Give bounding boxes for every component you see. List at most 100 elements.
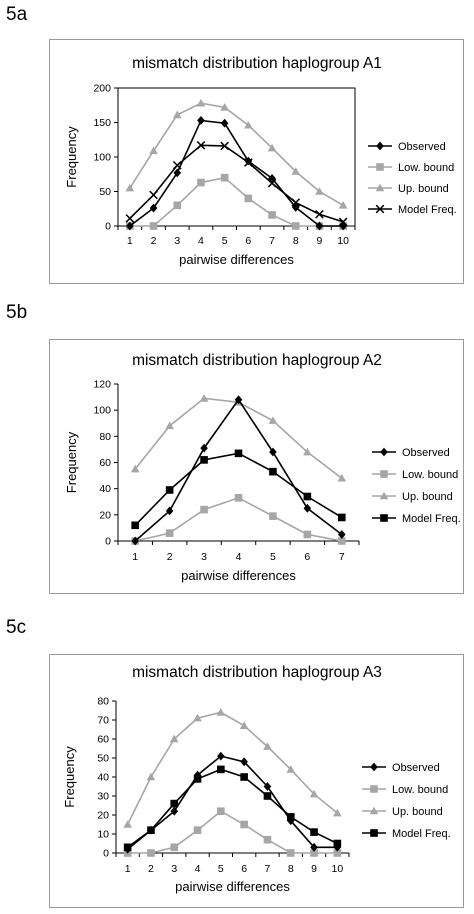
data-point-model-freq bbox=[234, 449, 243, 458]
data-point-observed bbox=[291, 202, 300, 212]
data-point-up-bound bbox=[286, 765, 296, 773]
data-point-model-freq bbox=[200, 456, 208, 464]
data-point-up-bound bbox=[146, 772, 156, 781]
legend-marker bbox=[379, 491, 389, 500]
data-point-observed bbox=[217, 751, 225, 761]
legend-marker bbox=[380, 447, 388, 457]
data-point-model-freq bbox=[220, 141, 229, 151]
data-point-up-bound bbox=[123, 820, 132, 828]
data-point-observed bbox=[339, 221, 347, 231]
legend-item-up-bound: Up. bound bbox=[368, 183, 449, 195]
legend-label: Up. bound bbox=[398, 183, 449, 195]
data-point-low-bound bbox=[263, 835, 272, 844]
data-point-low-bound bbox=[147, 849, 155, 857]
x-axis-label: pairwise differences bbox=[181, 568, 296, 583]
y-tick-label: 50 bbox=[97, 753, 109, 765]
x-tick-label: 7 bbox=[269, 235, 275, 247]
data-point-low-bound bbox=[149, 222, 158, 230]
data-point-low-bound bbox=[333, 849, 342, 857]
chart-a2: mismatch distribution haplogroup A2 0 20 40… bbox=[64, 352, 461, 583]
data-point-model-freq bbox=[263, 792, 272, 800]
data-point-up-bound bbox=[338, 201, 348, 209]
series-observed bbox=[131, 395, 346, 546]
data-point-observed bbox=[303, 503, 312, 513]
series-observed bbox=[126, 116, 347, 231]
x-tick-label: 7 bbox=[339, 551, 345, 563]
y-axis-label: Frequency bbox=[64, 431, 79, 493]
y-tick-label: 60 bbox=[99, 457, 111, 469]
data-point-observed bbox=[200, 443, 208, 453]
series-model-freq bbox=[123, 765, 342, 852]
chart-panel-a1: mismatch distribution haplogroup A1 0 50 10… bbox=[49, 39, 464, 284]
data-point-model-freq bbox=[315, 209, 324, 219]
data-point-observed bbox=[263, 782, 272, 791]
series-line-observed bbox=[129, 119, 344, 227]
data-point-up-bound bbox=[165, 421, 174, 430]
y-axis-label: Frequency bbox=[62, 746, 77, 808]
chart-title: mismatch distribution haplogroup A3 bbox=[132, 664, 382, 681]
data-point-up-bound bbox=[291, 167, 301, 175]
x-tick-label: 6 bbox=[241, 863, 247, 875]
legend-item-model-freq: Model Freq. bbox=[368, 204, 457, 216]
data-point-model-freq bbox=[337, 513, 346, 522]
chart-title: mismatch distribution haplogroup A1 bbox=[132, 55, 382, 72]
data-point-observed bbox=[315, 221, 324, 231]
data-point-up-bound bbox=[125, 183, 135, 192]
x-tick-label: 9 bbox=[317, 235, 323, 247]
data-point-model-freq bbox=[217, 765, 225, 774]
x-tick-label: 4 bbox=[198, 235, 204, 247]
x-tick-label: 8 bbox=[288, 863, 294, 875]
data-point-observed bbox=[268, 173, 276, 183]
data-point-observed bbox=[240, 757, 248, 767]
data-point-low-bound bbox=[234, 494, 243, 502]
data-point-up-bound bbox=[193, 713, 202, 722]
data-point-observed bbox=[131, 536, 140, 546]
data-point-observed bbox=[147, 825, 155, 835]
data-point-model-freq bbox=[310, 828, 318, 836]
data-point-model-freq bbox=[269, 467, 277, 476]
y-tick-label: 60 bbox=[97, 734, 109, 746]
data-point-up-bound bbox=[199, 394, 209, 402]
data-point-model-freq bbox=[170, 799, 179, 808]
chart-a3: mismatch distribution haplogroup A3 0 10 20… bbox=[62, 664, 451, 894]
chart-title: mismatch distribution haplogroup A2 bbox=[132, 352, 382, 369]
legend-marker bbox=[380, 470, 388, 478]
legend-marker bbox=[375, 204, 385, 214]
series-model-freq bbox=[131, 449, 346, 530]
y-tick-label: 10 bbox=[97, 829, 109, 841]
data-point-up-bound bbox=[337, 473, 347, 482]
series-line-up-bound bbox=[126, 711, 338, 825]
data-point-up-bound bbox=[149, 146, 158, 155]
legend-label: Model Freq. bbox=[398, 204, 457, 216]
legend-item-up-bound: Up. bound bbox=[362, 806, 443, 818]
series-line-observed bbox=[134, 398, 343, 542]
x-tick-label: 4 bbox=[195, 863, 201, 875]
legend-marker bbox=[369, 806, 379, 815]
legend-label: Low. bound bbox=[402, 469, 458, 481]
x-tick-label: 6 bbox=[304, 551, 310, 563]
y-tick-label: 0 bbox=[105, 536, 111, 548]
data-point-model-freq bbox=[125, 214, 135, 223]
data-point-up-bound bbox=[267, 143, 277, 152]
data-point-up-bound bbox=[244, 120, 253, 129]
data-point-up-bound bbox=[239, 721, 249, 729]
y-tick-label: 80 bbox=[97, 696, 109, 708]
legend-item-observed: Observed bbox=[362, 762, 440, 774]
data-point-low-bound bbox=[165, 529, 174, 537]
chart-a1: mismatch distribution haplogroup A1 0 50 10… bbox=[64, 55, 457, 267]
series-up-bound bbox=[130, 394, 347, 482]
x-tick-label: 1 bbox=[125, 863, 131, 875]
y-tick-label: 20 bbox=[99, 509, 111, 521]
chart-panel-a3: mismatch distribution haplogroup A3 0 10 20… bbox=[49, 654, 464, 908]
y-tick-label: 0 bbox=[105, 221, 111, 233]
x-tick-label: 1 bbox=[132, 551, 138, 563]
legend-marker bbox=[370, 785, 378, 793]
data-point-up-bound bbox=[196, 98, 206, 107]
x-tick-label: 5 bbox=[270, 551, 276, 563]
data-point-low-bound bbox=[269, 512, 277, 520]
legend-item-low-bound: Low. bound bbox=[368, 162, 454, 174]
y-tick-label: 100 bbox=[93, 405, 111, 417]
x-tick-label: 1 bbox=[127, 235, 133, 247]
y-tick-label: 40 bbox=[97, 772, 109, 784]
data-point-up-bound bbox=[268, 416, 278, 424]
